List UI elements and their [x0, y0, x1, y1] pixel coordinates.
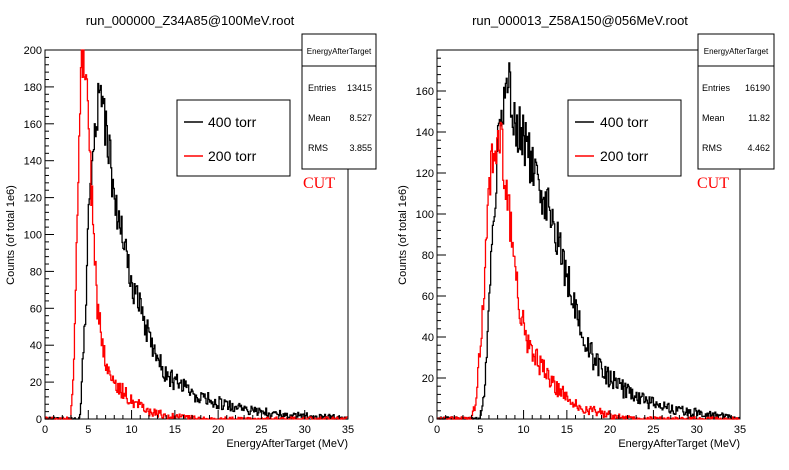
- series-line-200-torr: [437, 121, 740, 420]
- y-tick-label: 160: [416, 86, 434, 98]
- y-tick-label: 120: [24, 193, 42, 205]
- chart-title: run_000013_Z58A150@056MeV.root: [472, 13, 688, 28]
- y-tick-label: 140: [416, 127, 434, 139]
- y-tick-label: 20: [422, 373, 434, 385]
- y-tick-label: 160: [24, 119, 42, 131]
- x-tick-label: 5: [477, 424, 483, 436]
- x-tick-label: 0: [434, 424, 440, 436]
- stats-label-entries: Entries: [308, 83, 337, 93]
- series-layer: [45, 49, 348, 420]
- y-tick-label: 0: [428, 414, 434, 426]
- y-tick-label: 60: [422, 291, 434, 303]
- x-tick-label: 25: [255, 424, 267, 436]
- stats-box: EnergyAfterTarget Entries 16190 Mean 11.…: [697, 33, 775, 170]
- y-tick-label: 80: [30, 266, 42, 278]
- y-axis-label: Counts (of total 1e6): [5, 185, 17, 285]
- legend-frame: [567, 99, 682, 177]
- y-tick-label: 100: [24, 230, 42, 242]
- x-tick-label: 30: [691, 424, 703, 436]
- x-axis-label: EnergyAfterTarget (MeV): [618, 438, 740, 450]
- stats-label-rms: RMS: [308, 143, 328, 153]
- x-tick-label: 35: [342, 424, 354, 436]
- series-line-400-torr: [45, 82, 348, 420]
- y-axis-label: Counts (of total 1e6): [397, 185, 409, 285]
- stats-value-entries: 13415: [347, 83, 372, 93]
- series-line-400-torr: [437, 62, 740, 420]
- y-tick-label: 20: [30, 377, 42, 389]
- y-tick-label: 100: [416, 209, 434, 221]
- series-line-200-torr: [45, 49, 348, 420]
- x-tick-label: 20: [212, 424, 224, 436]
- x-tick-label: 35: [734, 424, 746, 436]
- stats-box-frame: [697, 33, 775, 170]
- x-tick-label: 20: [604, 424, 616, 436]
- stats-value-mean: 8.527: [349, 113, 372, 123]
- series-layer: [437, 62, 740, 420]
- stats-value-entries: 16190: [745, 83, 770, 93]
- legend-label-200-torr: 200 torr: [600, 148, 649, 164]
- stats-title: EnergyAfterTarget: [307, 47, 372, 56]
- stats-label-mean: Mean: [702, 113, 725, 123]
- y-tick-label: 140: [24, 156, 42, 168]
- x-axis-label: EnergyAfterTarget (MeV): [226, 438, 348, 450]
- tick-layer: 0 5 10 15 20 25 30 35 0 20 40 60 80 100 120 140 160: [416, 57, 746, 436]
- x-tick-label: 25: [647, 424, 659, 436]
- x-tick-label: 15: [561, 424, 573, 436]
- legend-label-400-torr: 400 torr: [600, 114, 649, 130]
- tick-layer: 0 5 10 15 20 25 30 35 0 20 40 60 80 100 120 140 160 180 20…: [24, 45, 354, 436]
- stats-label-rms: RMS: [702, 143, 722, 153]
- stats-label-entries: Entries: [702, 83, 731, 93]
- legend-label-200-torr: 200 torr: [208, 148, 257, 164]
- y-tick-label: 180: [24, 82, 42, 94]
- y-tick-label: 60: [30, 303, 42, 315]
- x-tick-label: 5: [85, 424, 91, 436]
- stats-value-rms: 4.462: [747, 143, 770, 153]
- cut-annotation: CUT: [697, 175, 729, 192]
- stats-value-rms: 3.855: [349, 143, 372, 153]
- stats-title: EnergyAfterTarget: [704, 47, 769, 56]
- legend: 400 torr 200 torr: [176, 99, 291, 177]
- legend: 400 torr 200 torr: [567, 99, 682, 177]
- stats-label-mean: Mean: [308, 113, 331, 123]
- plot-frame: [436, 49, 741, 420]
- x-tick-label: 10: [125, 424, 137, 436]
- chart-title: run_000000_Z34A85@100MeV.root: [86, 13, 295, 28]
- legend-label-400-torr: 400 torr: [208, 114, 257, 130]
- x-tick-label: 30: [299, 424, 311, 436]
- chart-right: run_000013_Z58A150@056MeV.root 0 5 10 15 20 2…: [397, 13, 775, 450]
- y-tick-label: 200: [24, 45, 42, 57]
- y-tick-label: 40: [422, 332, 434, 344]
- x-tick-label: 15: [169, 424, 181, 436]
- x-tick-label: 10: [517, 424, 529, 436]
- stats-box-frame: [301, 33, 377, 170]
- y-tick-label: 0: [36, 414, 42, 426]
- y-tick-label: 80: [422, 250, 434, 262]
- stats-value-mean: 11.82: [748, 113, 770, 123]
- chart-left: run_000000_Z34A85@100MeV.root 0 5 10 15 20 25…: [5, 13, 377, 450]
- legend-frame: [176, 99, 291, 177]
- y-tick-label: 40: [30, 340, 42, 352]
- y-tick-label: 120: [416, 168, 434, 180]
- stats-box: EnergyAfterTarget Entries 13415 Mean 8.5…: [301, 33, 377, 170]
- x-tick-label: 0: [42, 424, 48, 436]
- cut-annotation: CUT: [303, 175, 335, 192]
